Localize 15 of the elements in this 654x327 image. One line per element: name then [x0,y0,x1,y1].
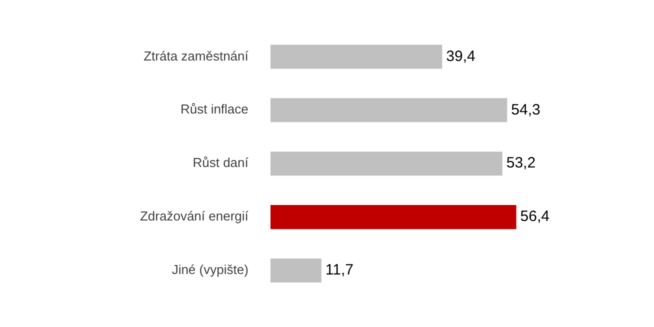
y-tick-label: Ztráta zaměstnání [144,48,249,64]
bar [270,98,508,122]
y-tick-label: Růst daní [192,155,249,170]
bar [270,205,516,230]
data-label: 53,2 [506,154,536,172]
data-label: 56,4 [520,208,550,226]
data-label: 39,4 [446,48,476,65]
bar [270,258,322,283]
data-label: 11,7 [325,262,354,279]
bar [270,152,502,176]
bar [270,44,442,69]
y-tick-label: Jiné (vypište) [172,262,248,278]
y-tick-label: Růst inflace [180,102,248,117]
y-tick-label: Zdražování energií [140,208,249,224]
data-label: 54,3 [511,101,540,118]
